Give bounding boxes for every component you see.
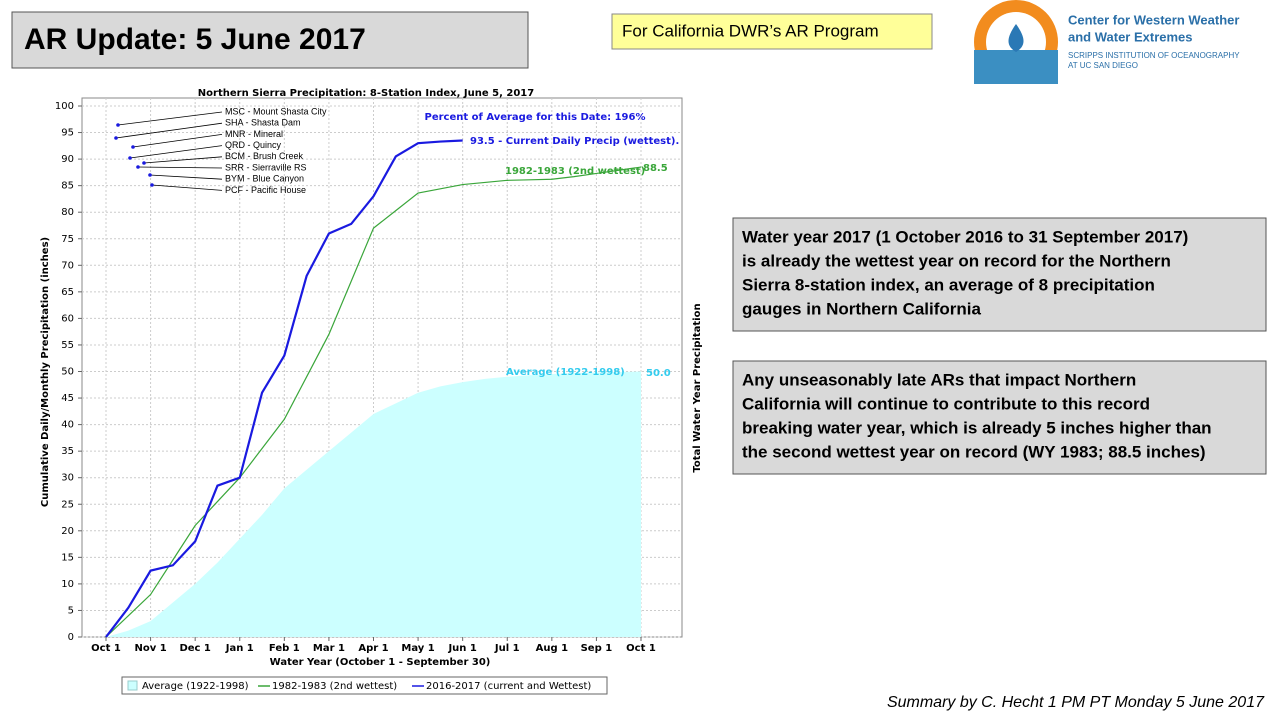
- logo-name: and Water Extremes: [1068, 29, 1193, 44]
- station-dot: [131, 145, 135, 149]
- station-label: MSC - Mount Shasta City: [225, 106, 327, 116]
- leader-line: [151, 184, 223, 191]
- station-dot: [142, 161, 146, 165]
- logo-name: Center for Western Weather: [1068, 12, 1239, 27]
- legend: [121, 676, 608, 695]
- station-dot: [150, 183, 154, 187]
- logo: [974, 0, 1058, 84]
- leader-line: [129, 145, 223, 159]
- leader-line: [149, 174, 223, 180]
- x-tick-label: Oct 1: [626, 643, 656, 654]
- program: For California DWR’s AR Program: [622, 21, 879, 40]
- legend-swatch: [127, 680, 138, 691]
- station-label: PCF - Pacific House: [225, 185, 306, 195]
- y-tick-label: 35: [61, 446, 74, 457]
- y-tick-label: 20: [61, 526, 74, 537]
- x-tick-label: Jul 1: [494, 643, 520, 654]
- station-dot: [136, 165, 140, 169]
- y-tick-label: 10: [61, 579, 74, 590]
- y-tick-label: 60: [61, 313, 74, 324]
- y2-axis-label: Total Water Year Precipitation: [692, 303, 703, 472]
- annotation: 93.5 - Current Daily Precip (wettest).: [470, 136, 679, 147]
- leader-line: [117, 111, 223, 126]
- x-tick-label: May 1: [401, 643, 434, 654]
- station-label: QRD - Quincy: [225, 140, 282, 150]
- station-dot: [148, 173, 152, 177]
- x-tick-label: Jun 1: [447, 643, 476, 654]
- summary-text: Sierra 8-station index, an average of 8 …: [742, 275, 1155, 294]
- annotation: 1982-1983 (2nd wettest): [505, 166, 645, 177]
- summary-text: Water year 2017 (1 October 2016 to 31 Se…: [742, 227, 1188, 246]
- line: [105, 139, 463, 638]
- annotation: Average (1922-1998): [506, 367, 625, 378]
- leader-line: [132, 134, 223, 148]
- y-tick-label: 0: [68, 632, 74, 643]
- station-label: BCM - Brush Creek: [225, 151, 304, 161]
- station-dot: [128, 156, 132, 160]
- legend-label: 2016-2017 (current and Wettest): [426, 681, 591, 692]
- line: [105, 166, 642, 638]
- x-tick-label: Dec 1: [179, 643, 210, 654]
- y-tick-label: 100: [55, 101, 74, 112]
- logo-sub: SCRIPPS INSTITUTION OF OCEANOGRAPHY: [1068, 51, 1240, 60]
- station-dot: [116, 123, 120, 127]
- logo-sub: AT UC SAN DIEGO: [1068, 61, 1138, 70]
- y-tick-label: 55: [61, 340, 74, 351]
- leader-line: [143, 156, 223, 164]
- y-axis-label: Cumulative Daily/Monthly Precipitation (…: [40, 237, 51, 507]
- y-tick-label: 25: [61, 499, 74, 510]
- y-tick-label: 75: [61, 234, 74, 245]
- summary-text: is already the wettest year on record fo…: [742, 251, 1171, 270]
- x-tick-label: Nov 1: [134, 643, 166, 654]
- y-tick-label: 85: [61, 181, 74, 192]
- y-tick-label: 5: [68, 605, 74, 616]
- title-box: [11, 11, 529, 69]
- program-box: [611, 13, 933, 50]
- y-tick-label: 40: [61, 420, 74, 431]
- y-tick-label: 50: [61, 367, 74, 378]
- chart-title: Northern Sierra Precipitation: 8-Station…: [198, 88, 534, 99]
- y-tick-label: 15: [61, 552, 74, 563]
- x-tick-label: Apr 1: [358, 643, 388, 654]
- station-label: SRR - Sierraville RS: [225, 162, 307, 172]
- summary-text: Any unseasonably late ARs that impact No…: [742, 370, 1136, 389]
- x-tick-label: Mar 1: [313, 643, 345, 654]
- x-axis-label: Water Year (October 1 - September 30): [270, 657, 491, 668]
- leader-line: [137, 166, 223, 169]
- summary-text: gauges in Northern California: [742, 299, 982, 318]
- y-tick-label: 65: [61, 287, 74, 298]
- area: [106, 371, 641, 637]
- annotation: 88.5: [643, 163, 668, 174]
- annotation: 50.0: [646, 368, 671, 379]
- y-tick-label: 80: [61, 207, 74, 218]
- y-tick-label: 70: [61, 260, 74, 271]
- y-tick-label: 45: [61, 393, 74, 404]
- summary-text: California will continue to contribute t…: [742, 394, 1150, 413]
- y-tick-label: 90: [61, 154, 74, 165]
- legend-label: 1982-1983 (2nd wettest): [272, 681, 397, 692]
- station-dot: [114, 136, 118, 140]
- legend-label: Average (1922-1998): [142, 681, 249, 692]
- x-tick-label: Sep 1: [581, 643, 613, 654]
- summary-box: [732, 217, 1267, 332]
- station-label: MNR - Mineral: [225, 129, 283, 139]
- y-tick-label: 30: [61, 473, 74, 484]
- summary-text: breaking water year, which is already 5 …: [742, 418, 1212, 437]
- y-tick-label: 95: [61, 128, 74, 139]
- x-tick-label: Aug 1: [536, 643, 568, 654]
- annotation: Percent of Average for this Date: 196%: [424, 112, 645, 123]
- summary-text: the second wettest year on record (WY 19…: [742, 442, 1206, 461]
- station-label: BYM - Blue Canyon: [225, 174, 304, 184]
- leader-line: [115, 122, 223, 139]
- station-label: SHA - Shasta Dam: [225, 118, 301, 128]
- footer: Summary by C. Hecht 1 PM PT Monday 5 Jun…: [887, 694, 1265, 711]
- slide-title: AR Update: 5 June 2017: [24, 23, 366, 56]
- x-tick-label: Oct 1: [91, 643, 121, 654]
- summary-box: [732, 360, 1267, 475]
- x-tick-label: Feb 1: [269, 643, 300, 654]
- x-tick-label: Jan 1: [225, 643, 254, 654]
